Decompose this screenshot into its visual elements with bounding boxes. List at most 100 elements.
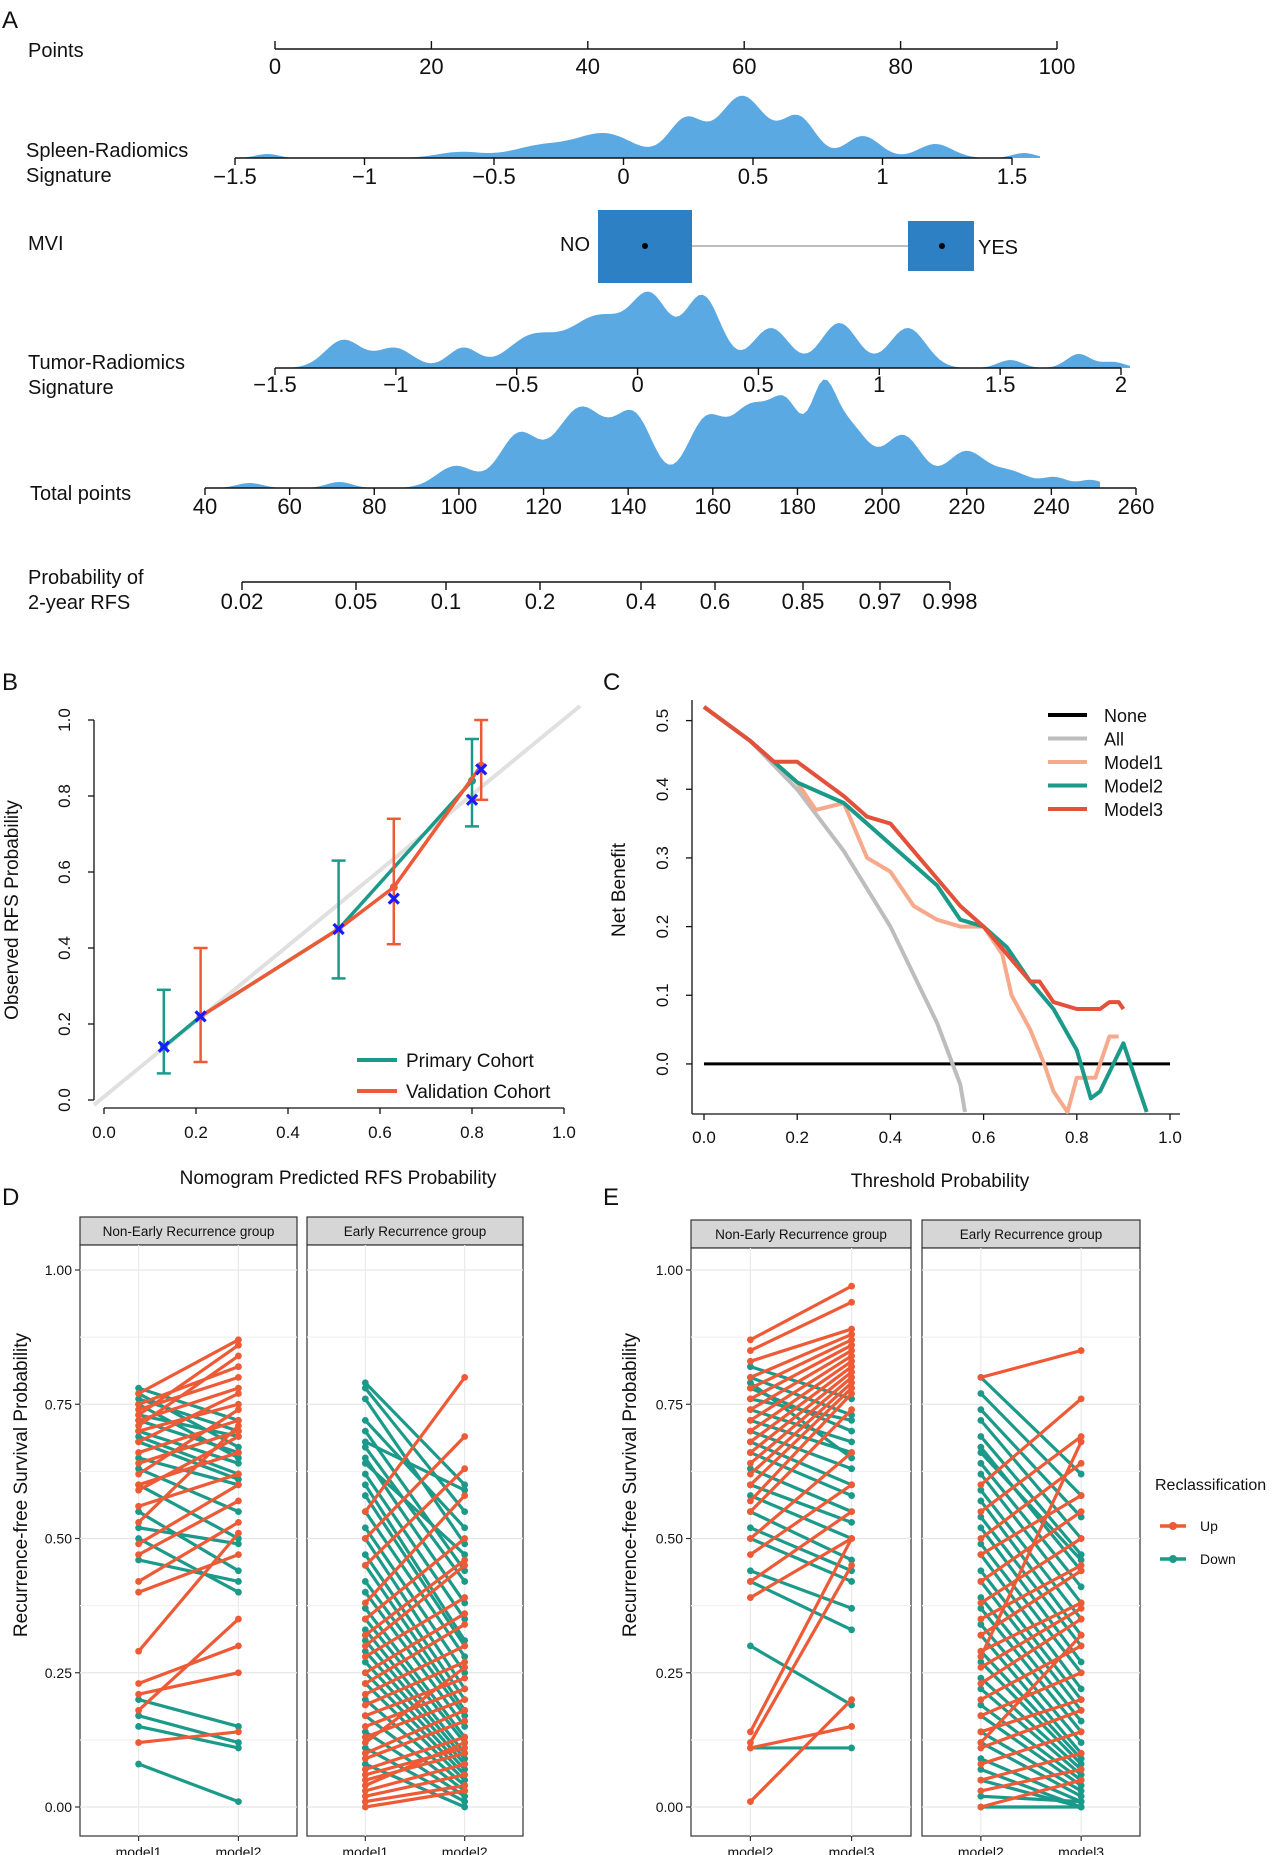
facet-non-early-up-point — [848, 1723, 855, 1730]
facet-early-up-point — [977, 1653, 985, 1661]
facet-early-down-point — [361, 1492, 369, 1499]
facet-early-up-point — [1077, 1728, 1085, 1736]
x-tick-label: model1 — [116, 1844, 162, 1855]
y-tick-label: 0.3 — [653, 846, 672, 870]
facet-early-up-point — [361, 1803, 369, 1811]
facet-early-strip — [921, 1219, 1141, 1249]
y-tick-label: 1.0 — [55, 708, 74, 732]
facet-early-down-line — [980, 1741, 1082, 1798]
facet-early-up-point — [461, 1760, 469, 1768]
facet-early-up-point — [461, 1749, 469, 1757]
total-points-row-label: Total points — [30, 483, 131, 505]
facet-early-down-point — [361, 1379, 369, 1387]
facet-early-down-point — [361, 1744, 369, 1752]
facet-non-early-up-point — [747, 1481, 754, 1489]
facet-early-down-point — [461, 1803, 469, 1811]
facet-non-early-down-point — [135, 1433, 142, 1440]
facet-early-down-point — [1077, 1803, 1085, 1811]
facet-non-early-down-line — [138, 1714, 239, 1745]
facet-early-strip-title: Early Recurrence group — [960, 1227, 1103, 1242]
facet-non-early-up-point — [135, 1416, 142, 1424]
facet-non-early-down-point — [848, 1604, 855, 1612]
facet-early-down-line — [363, 1537, 467, 1690]
facet-non-early-up-line — [138, 1429, 239, 1465]
facet-non-early-down-point — [135, 1524, 142, 1532]
facet-non-early-down-line — [138, 1434, 239, 1476]
facet-early-strip — [306, 1216, 524, 1246]
facet-early-up-point — [977, 1535, 985, 1542]
facet-non-early-up-point — [135, 1411, 142, 1419]
facet-non-early-strip-title: Non-Early Recurrence group — [103, 1224, 275, 1239]
facet-early-up-line — [980, 1671, 1082, 1718]
facet-early-up-point — [361, 1701, 369, 1709]
facet-early-up-line — [979, 1397, 1083, 1487]
x-tick-label: 0.0 — [692, 1128, 716, 1147]
facet-early-down-line — [980, 1794, 1082, 1804]
total-points-tick-label: 40 — [193, 494, 217, 519]
facet-non-early-up-point — [747, 1384, 754, 1392]
facet-early-down-point — [977, 1766, 985, 1773]
facet-early-up-point — [461, 1594, 469, 1601]
facet-early-up-line — [364, 1666, 466, 1744]
spleen-radiomics-tick-label: 0 — [617, 164, 629, 189]
facet-early-up-point — [461, 1696, 469, 1703]
facet-non-early-up-point — [135, 1422, 142, 1430]
facet-non-early-down-point — [235, 1578, 242, 1585]
y-tick-label: 0.75 — [656, 1396, 683, 1412]
facet-early-up-point — [977, 1739, 985, 1746]
facet-early-up-point — [361, 1749, 369, 1757]
facet-early-down-point — [361, 1427, 369, 1435]
facet-early-up-point — [461, 1610, 469, 1618]
facet-non-early-up-point — [235, 1518, 242, 1526]
facet-early-up-point — [1077, 1347, 1085, 1354]
facet-non-early-down-point — [135, 1723, 142, 1730]
facet-non-early-up-point — [235, 1384, 242, 1392]
facet-early-up-point — [1077, 1492, 1085, 1499]
legend-label-down: Down — [1200, 1551, 1236, 1567]
facet-non-early-up-point — [747, 1438, 754, 1446]
facet-non-early-down-line — [138, 1526, 239, 1546]
facet-early-up-line — [364, 1494, 466, 1605]
x-tick-label: 0.4 — [879, 1128, 903, 1147]
facet-non-early-up-line — [750, 1724, 852, 1750]
facet-early-up-line — [365, 1783, 465, 1804]
facet-early-up-point — [1077, 1749, 1085, 1757]
facet-early-up-point — [361, 1653, 369, 1661]
y-axis-title: Net Benefit — [609, 842, 630, 937]
legend-label-model2: Model2 — [1104, 777, 1163, 797]
facet-early-up-point — [977, 1787, 985, 1795]
facet-non-early-up-point — [848, 1406, 855, 1414]
y-tick-label: 0.5 — [653, 709, 672, 733]
legend-label-model1: Model1 — [1104, 753, 1163, 773]
tumor-radiomics-tick-label: 0 — [631, 372, 643, 397]
facet-early-up-line — [364, 1623, 466, 1685]
facet-early-up-point — [361, 1669, 369, 1677]
y-tick-label: 0.00 — [45, 1799, 72, 1815]
facet-early-up-point — [1077, 1615, 1085, 1623]
x-tick-label: 1.0 — [552, 1123, 576, 1142]
facet-early-up-point — [977, 1599, 985, 1607]
facet-non-early-up-point — [235, 1481, 242, 1489]
facet-early-up-line — [979, 1537, 1083, 1605]
facet-early-down-point — [977, 1406, 985, 1414]
facet-non-early-up-line — [137, 1343, 240, 1417]
facet-non-early-up-line — [138, 1730, 239, 1745]
facet-non-early-up-point — [235, 1551, 242, 1559]
facet-early-down-line — [979, 1580, 1083, 1712]
facet-non-early-up-point — [848, 1357, 855, 1365]
facet-non-early-up-point — [747, 1744, 754, 1752]
facet-non-early-down-point — [848, 1556, 855, 1564]
observed-cross-marker — [194, 1010, 207, 1023]
facet-early-down-line — [364, 1397, 466, 1545]
curve-all — [702, 705, 967, 1113]
facet-early-up-point — [361, 1561, 369, 1569]
facet-early-up-point — [1077, 1438, 1085, 1446]
facet-non-early-down-line — [749, 1483, 853, 1524]
facet-early-up-point — [1077, 1508, 1085, 1516]
panel-label-b: B — [2, 669, 18, 696]
facet-non-early-down-point — [235, 1723, 242, 1730]
facet-non-early-up-point — [747, 1406, 754, 1414]
facet-non-early-up-line — [749, 1386, 853, 1486]
facet-early-down-point — [361, 1604, 369, 1612]
facet-non-early-up-line — [749, 1451, 853, 1540]
